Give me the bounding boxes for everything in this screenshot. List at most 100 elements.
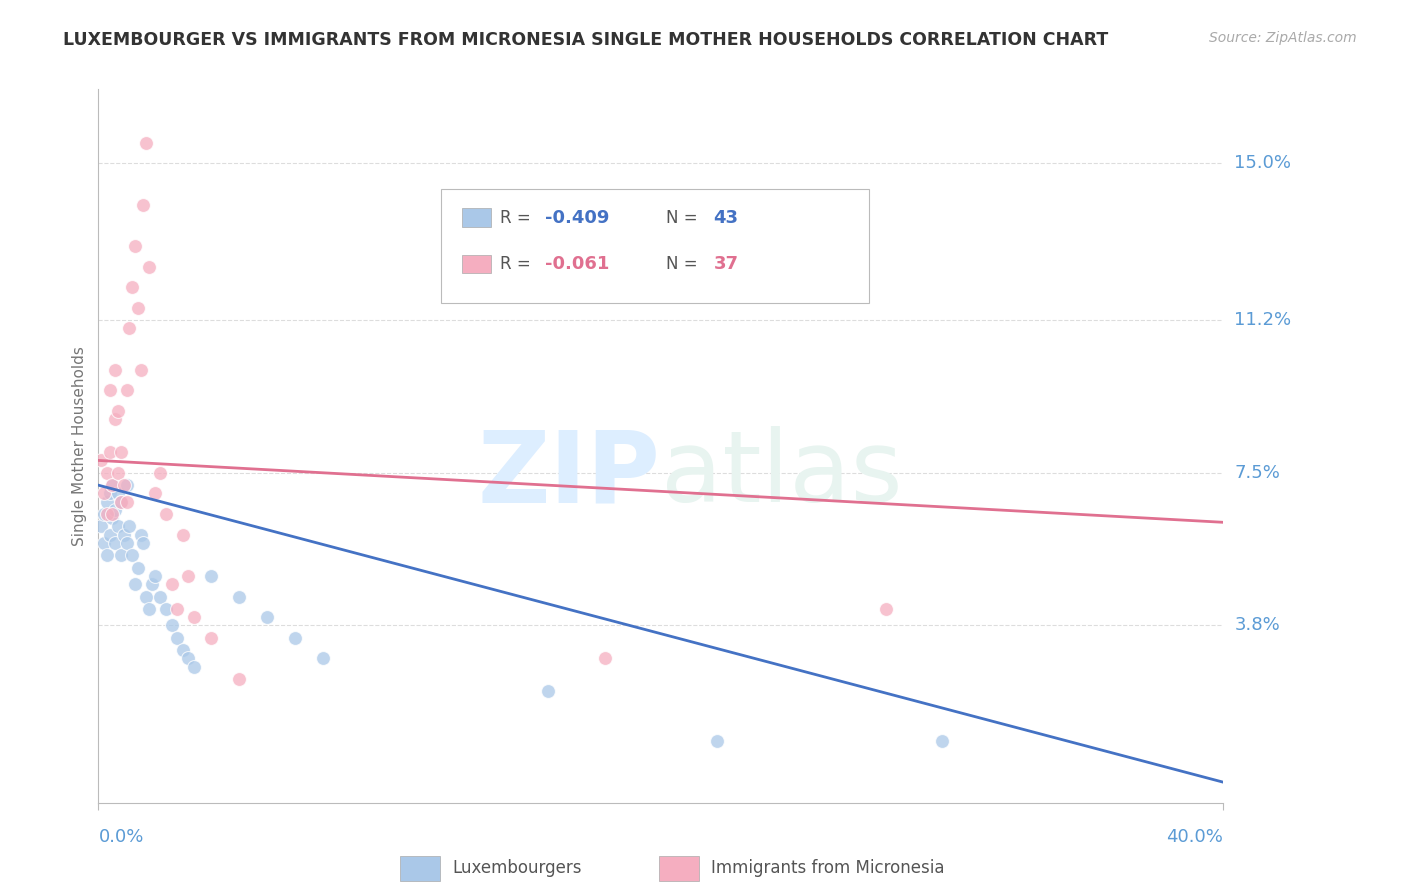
Point: [115, 384, 138, 398]
Point: [160, 618, 183, 632]
Point: [118, 321, 141, 335]
Point: [115, 478, 138, 492]
Point: [135, 136, 157, 150]
Point: [129, 362, 152, 376]
Text: ZIP: ZIP: [478, 426, 661, 523]
Point: [110, 549, 132, 563]
Point: [118, 519, 141, 533]
Point: [135, 590, 157, 604]
Text: 40.0%: 40.0%: [1167, 828, 1223, 846]
Text: Luxembourgers: Luxembourgers: [453, 860, 582, 878]
Point: [256, 610, 278, 624]
Text: 15.0%: 15.0%: [1234, 154, 1291, 172]
Point: [129, 527, 152, 541]
Text: 3.8%: 3.8%: [1234, 616, 1279, 634]
Point: [124, 239, 146, 253]
Point: [104, 412, 127, 426]
Point: [101, 478, 124, 492]
Point: [121, 280, 143, 294]
Point: [228, 590, 250, 604]
Point: [112, 527, 135, 541]
Point: [149, 466, 172, 480]
Point: [112, 478, 135, 492]
Text: atlas: atlas: [661, 426, 903, 523]
Point: [166, 631, 188, 645]
Point: [101, 478, 124, 492]
Point: [706, 734, 728, 748]
Point: [132, 197, 155, 211]
FancyBboxPatch shape: [441, 189, 869, 303]
Y-axis label: Single Mother Households: Single Mother Households: [72, 346, 87, 546]
Point: [200, 569, 222, 583]
Text: N =: N =: [666, 209, 703, 227]
Point: [98, 486, 121, 500]
Point: [312, 651, 335, 665]
FancyBboxPatch shape: [461, 209, 491, 227]
Point: [143, 569, 166, 583]
Point: [183, 659, 205, 673]
Point: [160, 577, 183, 591]
Point: [96, 507, 118, 521]
Point: [110, 445, 132, 459]
Point: [141, 577, 163, 591]
Point: [115, 494, 138, 508]
Text: LUXEMBOURGER VS IMMIGRANTS FROM MICRONESIA SINGLE MOTHER HOUSEHOLDS CORRELATION : LUXEMBOURGER VS IMMIGRANTS FROM MICRONES…: [63, 31, 1108, 49]
Point: [172, 643, 194, 657]
FancyBboxPatch shape: [658, 855, 699, 881]
Text: Immigrants from Micronesia: Immigrants from Micronesia: [711, 860, 945, 878]
Text: R =: R =: [501, 209, 536, 227]
Point: [149, 590, 172, 604]
FancyBboxPatch shape: [461, 255, 491, 273]
Point: [101, 511, 124, 525]
Point: [107, 404, 129, 418]
Point: [200, 631, 222, 645]
Point: [104, 536, 127, 550]
Point: [121, 549, 143, 563]
Point: [124, 577, 146, 591]
Point: [98, 384, 121, 398]
Text: Source: ZipAtlas.com: Source: ZipAtlas.com: [1209, 31, 1357, 45]
Point: [90, 519, 112, 533]
Point: [107, 466, 129, 480]
Point: [115, 536, 138, 550]
Point: [101, 507, 124, 521]
Point: [155, 602, 177, 616]
Point: [127, 560, 149, 574]
Point: [143, 486, 166, 500]
Text: 37: 37: [714, 255, 738, 273]
Point: [284, 631, 307, 645]
Point: [96, 466, 118, 480]
Point: [104, 503, 127, 517]
Point: [138, 260, 160, 274]
Text: 7.5%: 7.5%: [1234, 464, 1281, 482]
Point: [177, 651, 200, 665]
Point: [593, 651, 616, 665]
Point: [875, 602, 897, 616]
Point: [110, 494, 132, 508]
Text: 11.2%: 11.2%: [1234, 311, 1292, 329]
Point: [93, 486, 115, 500]
Point: [96, 549, 118, 563]
Point: [93, 507, 115, 521]
Point: [166, 602, 188, 616]
Point: [96, 494, 118, 508]
Text: 0.0%: 0.0%: [98, 828, 143, 846]
Point: [90, 453, 112, 467]
Text: R =: R =: [501, 255, 541, 273]
Point: [104, 362, 127, 376]
Point: [155, 507, 177, 521]
Point: [228, 672, 250, 686]
Point: [138, 602, 160, 616]
Point: [183, 610, 205, 624]
Point: [127, 301, 149, 315]
Point: [98, 527, 121, 541]
Text: -0.061: -0.061: [546, 255, 609, 273]
Point: [110, 494, 132, 508]
Point: [172, 527, 194, 541]
Point: [107, 486, 129, 500]
Text: 43: 43: [714, 209, 738, 227]
Point: [177, 569, 200, 583]
Text: -0.409: -0.409: [546, 209, 609, 227]
Text: N =: N =: [666, 255, 703, 273]
Point: [93, 536, 115, 550]
